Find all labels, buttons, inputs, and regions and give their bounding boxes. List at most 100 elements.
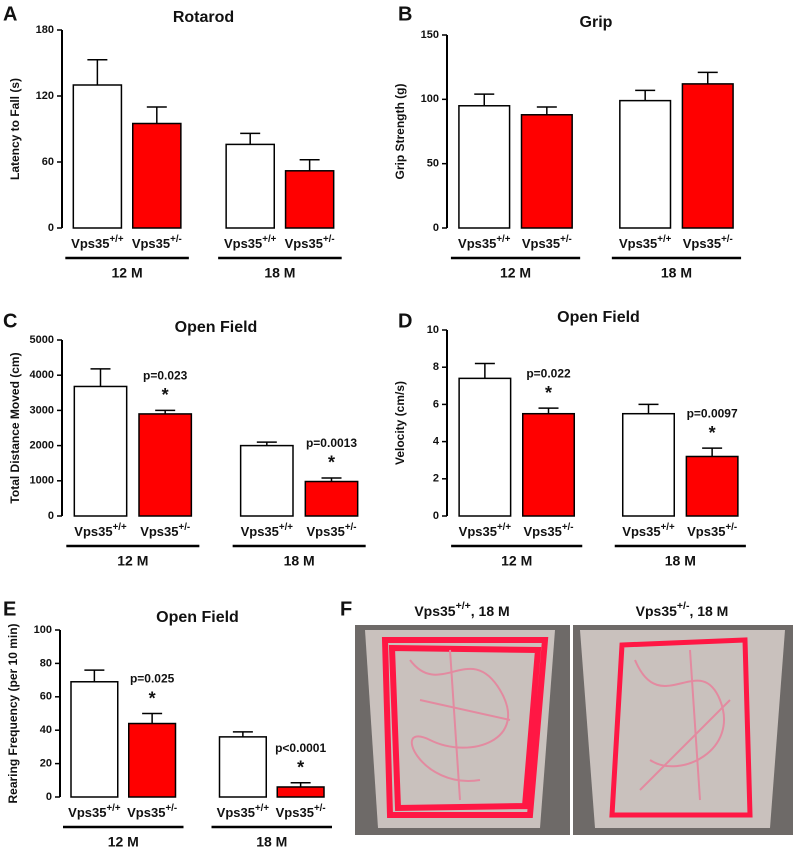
x-tick-label: Vps35+/+	[458, 234, 511, 251]
bar	[239, 444, 294, 517]
p-value: p=0.023	[143, 369, 188, 383]
y-tick-label: 3000	[30, 404, 54, 416]
group-label: 18 M	[661, 265, 692, 281]
y-tick-label: 5000	[30, 334, 54, 346]
significance-marker: *	[328, 453, 335, 473]
bar	[276, 786, 325, 798]
x-tick-label: Vps35+/+	[217, 803, 270, 820]
chart-panel: D Open Field Velocity (cm/s) 0 2 4 6 8 10 Vps35+/…	[393, 309, 746, 569]
chart-panel: A Rotarod Latency to Fall (s) 0 60 120 180 Vps3…	[3, 3, 342, 281]
photo-caption: Vps35+/+, 18 M	[414, 600, 509, 619]
arena	[580, 630, 785, 828]
group-label: 18 M	[256, 834, 287, 850]
x-tick-label: Vps35+/+	[622, 522, 675, 539]
bar	[621, 412, 675, 517]
chart-panel: C Open Field Total Distance Moved (cm) 0 100…	[3, 310, 366, 569]
x-tick-label: Vps35+/+	[241, 522, 294, 539]
y-tick-label: 4	[433, 436, 440, 448]
p-value: p=0.0097	[687, 406, 738, 420]
bar	[70, 681, 119, 798]
bar	[458, 377, 512, 517]
group-label: 12 M	[112, 265, 143, 281]
y-axis-label: Grip Strength (g)	[393, 84, 407, 180]
y-tick-label: 40	[40, 724, 52, 736]
p-value: p=0.0013	[306, 436, 357, 450]
y-tick-label: 6	[433, 398, 439, 410]
x-tick-label: Vps35+/+	[224, 234, 277, 251]
bar	[284, 170, 335, 229]
y-tick-label: 100	[34, 624, 52, 636]
track	[609, 637, 753, 818]
y-tick-label: 80	[40, 657, 52, 669]
y-axis-label: Velocity (cm/s)	[393, 381, 407, 465]
y-tick-label: 10	[427, 324, 439, 336]
x-tick-label: Vps35+/+	[74, 522, 127, 539]
x-tick-label: Vps35+/+	[68, 803, 121, 820]
bar	[681, 83, 734, 229]
track	[634, 649, 731, 801]
panel-letter: E	[3, 598, 16, 620]
y-tick-label: 120	[36, 90, 54, 102]
y-tick-label: 0	[48, 222, 54, 234]
x-tick-label: Vps35+/-	[127, 803, 177, 820]
x-tick-label: Vps35+/-	[307, 522, 357, 539]
significance-marker: *	[149, 688, 156, 708]
y-tick-label: 2	[433, 473, 439, 485]
y-tick-label: 4000	[30, 369, 54, 381]
arena	[365, 630, 555, 828]
bar	[522, 412, 576, 517]
chart-title: Grip	[580, 14, 613, 31]
bar	[138, 413, 193, 517]
bar	[685, 455, 739, 517]
x-tick-label: Vps35+/-	[285, 234, 335, 251]
bar	[132, 122, 182, 229]
track	[409, 649, 511, 801]
x-tick-label: Vps35+/-	[276, 803, 326, 820]
y-tick-label: 20	[40, 758, 52, 770]
group-label: 12 M	[500, 265, 531, 281]
group-label: 12 M	[108, 834, 139, 850]
bar	[520, 114, 573, 229]
chart-title: Open Field	[156, 609, 239, 626]
group-label: 12 M	[501, 553, 532, 569]
bar	[458, 105, 511, 229]
panel-letter: F	[340, 598, 352, 620]
track	[381, 637, 549, 818]
chart-panel: E Open Field Rearing Frequency (per 10 min…	[3, 598, 332, 850]
x-tick-label: Vps35+/+	[619, 234, 672, 251]
significance-marker: *	[709, 423, 716, 443]
y-tick-label: 8	[433, 361, 439, 373]
x-tick-label: Vps35+/-	[683, 234, 733, 251]
bar	[72, 84, 123, 229]
p-value: p=0.022	[526, 366, 571, 380]
group-label: 18 M	[284, 553, 315, 569]
chart-panel: B Grip Grip Strength (g) 0 50 100 150 Vps35+/+ V…	[393, 3, 742, 281]
chart-title: Open Field	[557, 309, 640, 326]
group-label: 12 M	[117, 553, 148, 569]
bar	[619, 99, 672, 229]
bar	[304, 480, 359, 517]
bar	[225, 143, 275, 229]
y-tick-label: 100	[421, 93, 439, 105]
x-tick-label: Vps35+/+	[71, 234, 124, 251]
y-tick-label: 60	[40, 691, 52, 703]
x-tick-label: Vps35+/-	[140, 522, 190, 539]
significance-marker: *	[545, 383, 552, 403]
panel-letter: C	[3, 310, 17, 332]
significance-marker: *	[162, 385, 169, 405]
y-tick-label: 0	[48, 510, 54, 522]
bar	[128, 722, 177, 798]
chart-title: Open Field	[175, 319, 258, 336]
y-tick-label: 1000	[30, 475, 54, 487]
p-value: p<0.0001	[275, 741, 326, 755]
p-value: p=0.025	[130, 672, 175, 686]
chart-title: Rotarod	[173, 9, 234, 26]
y-tick-label: 0	[433, 510, 439, 522]
panel-letter: D	[398, 310, 412, 332]
panel-letter: A	[3, 3, 17, 25]
x-tick-label: Vps35+/+	[459, 522, 512, 539]
bar	[218, 736, 267, 798]
group-label: 18 M	[264, 265, 295, 281]
y-tick-label: 0	[46, 791, 52, 803]
